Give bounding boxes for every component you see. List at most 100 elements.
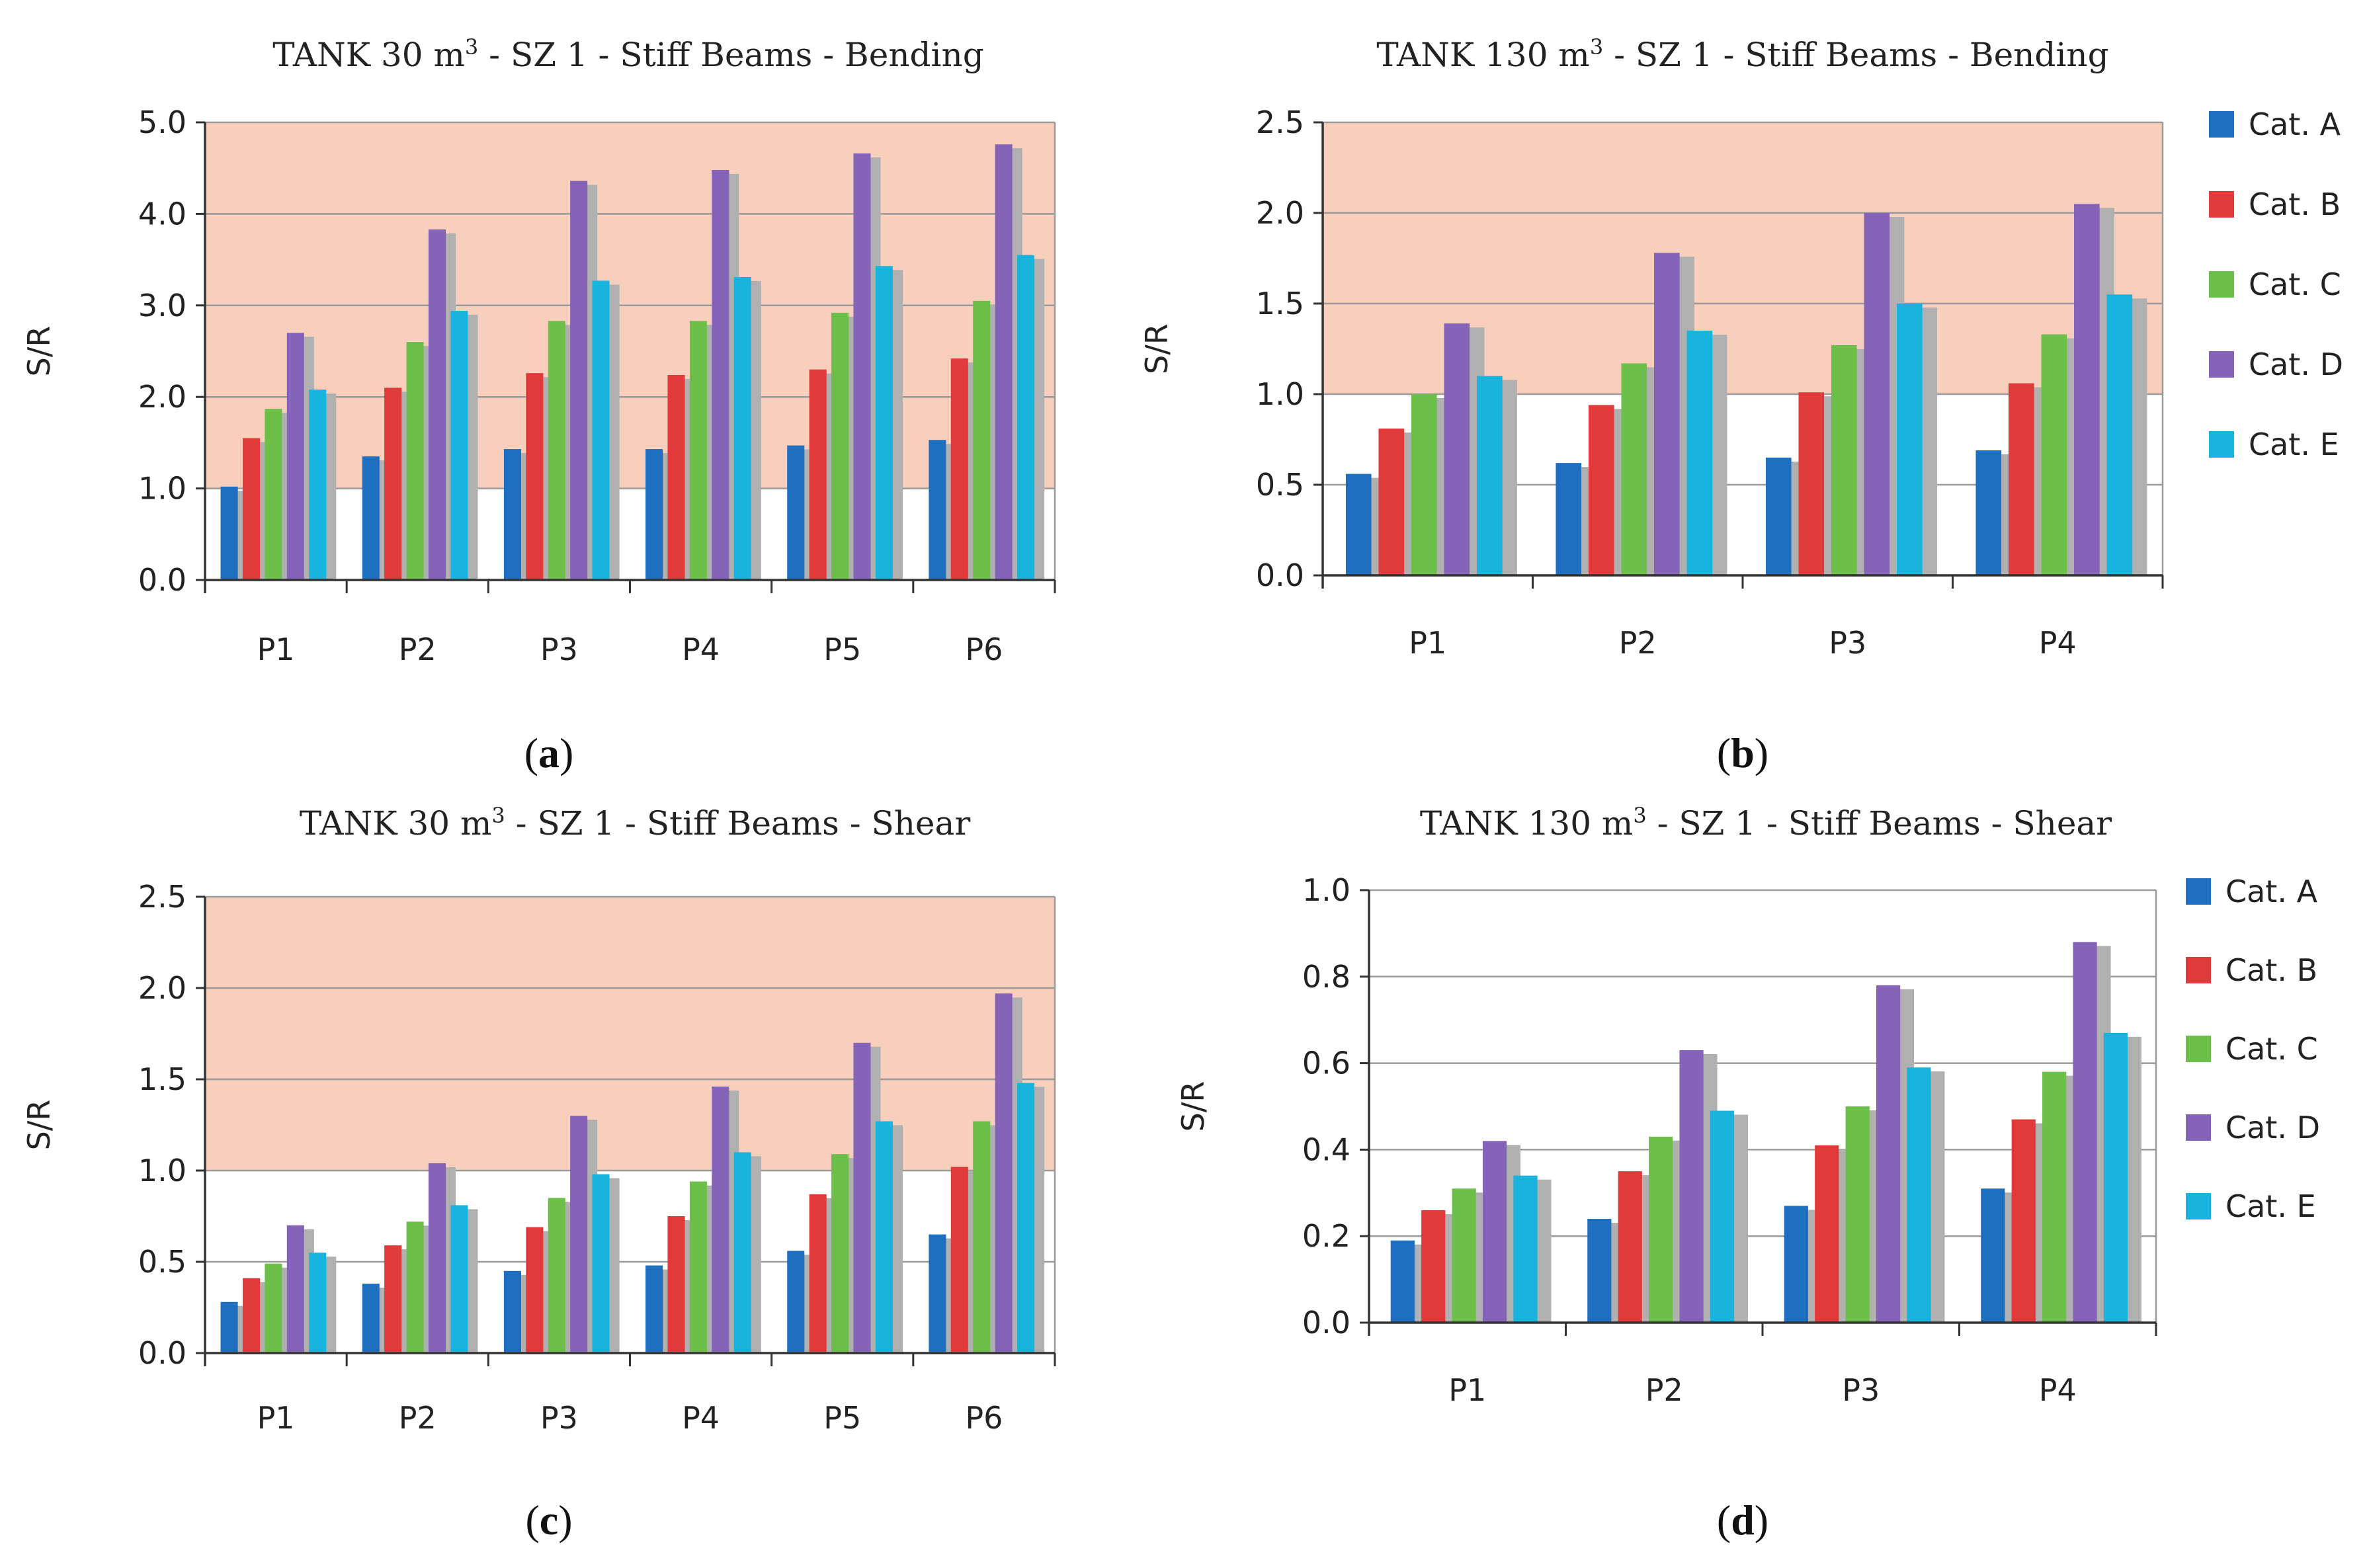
y-tick-label: 0.4 (1302, 1132, 1350, 1167)
bar-p1-cat-b (1378, 429, 1405, 575)
y-axis-label: S/R (1175, 1081, 1211, 1132)
bar-p2-cat-e (450, 1205, 468, 1353)
bar-p3-cat-a (1765, 457, 1792, 575)
x-tick-label: P3 (1842, 1372, 1880, 1408)
chart-panel-b: TANK 130 m3 - SZ 1 - Stiff Beams - Bendi… (1139, 34, 2343, 776)
bar-p6-cat-a (929, 1234, 946, 1353)
legend-swatch (2186, 878, 2211, 905)
x-tick-label: P5 (823, 1400, 861, 1436)
bar-p1-cat-a (220, 486, 238, 580)
legend-swatch (2186, 1114, 2211, 1141)
bar-p1-cat-c (265, 409, 282, 580)
x-tick-label: P1 (1409, 625, 1446, 661)
caption-open: ( (524, 729, 538, 776)
panel-caption: (d) (1717, 1497, 1768, 1544)
bar-p3-cat-e (592, 1174, 610, 1353)
bar-p1-cat-e (1513, 1175, 1538, 1323)
y-tick-label: 0.5 (1256, 467, 1304, 503)
bar-p3-cat-d (570, 1116, 588, 1353)
y-tick-label: 1.0 (1256, 376, 1304, 412)
bar-p4-cat-d (712, 169, 729, 580)
legend-label: Cat. D (2225, 1110, 2320, 1145)
chart-title-rest: - SZ 1 - Stiff Beams - Bending (1603, 36, 2108, 74)
bar-p3-cat-e (1907, 1067, 1931, 1323)
bar-p6-cat-d (995, 993, 1013, 1353)
x-tick-label: P1 (257, 632, 295, 667)
panel-caption: (b) (1717, 729, 1768, 776)
bar-p2-cat-c (406, 342, 424, 580)
bar-p5-cat-b (809, 369, 827, 580)
bar-p6-cat-a (929, 440, 946, 580)
bar-p4-cat-c (689, 1181, 707, 1353)
danger-zone (205, 897, 1055, 1171)
legend-swatch (2209, 271, 2234, 298)
bar-p2-cat-d (1679, 1050, 1704, 1323)
bar-p1-cat-e (309, 1253, 327, 1353)
bar-p2-cat-d (428, 229, 446, 581)
bar-p2-cat-d (1654, 253, 1680, 575)
bar-p1-cat-a (1345, 474, 1372, 575)
bar-p4-cat-b (667, 374, 685, 580)
y-tick-label: 0.8 (1302, 959, 1350, 995)
bar-p6-cat-e (1017, 1083, 1035, 1353)
legend-swatch (2209, 191, 2234, 218)
bar-p4-cat-e (733, 276, 751, 580)
x-tick-label: P2 (1645, 1372, 1683, 1408)
caption-letter: a (538, 729, 560, 776)
bar-p6-cat-b (950, 358, 968, 580)
bar-p3-cat-b (526, 373, 544, 580)
bar-p1-cat-d (286, 333, 304, 580)
y-tick-label: 0.5 (138, 1244, 187, 1280)
bar-p3-cat-c (548, 1198, 565, 1353)
y-tick-label: 0.2 (1302, 1218, 1350, 1254)
y-axis-label: S/R (21, 1100, 57, 1151)
bar-p1-cat-c (265, 1263, 282, 1353)
bar-p2-cat-a (1587, 1219, 1612, 1323)
bar-p4-cat-e (733, 1152, 751, 1353)
x-tick-label: P2 (399, 1400, 436, 1436)
chart-title: TANK 30 m3 - SZ 1 - Stiff Beams - Bendin… (272, 34, 983, 74)
bar-p1-cat-d (1482, 1141, 1507, 1323)
legend-label: Cat. D (2249, 347, 2343, 382)
x-tick-label: P4 (2039, 1372, 2077, 1408)
bar-p1-cat-e (309, 390, 327, 580)
x-tick-label: P3 (540, 632, 578, 667)
bar-p4-cat-a (1981, 1188, 2005, 1323)
x-tick-label: P4 (682, 1400, 720, 1436)
bar-p2-cat-c (406, 1221, 424, 1353)
chart-title-superscript: 3 (1633, 803, 1646, 828)
chart-title: TANK 30 m3 - SZ 1 - Stiff Beams - Shear (300, 803, 971, 843)
caption-letter: c (540, 1497, 558, 1544)
bar-p2-cat-b (1588, 405, 1614, 575)
y-tick-label: 2.5 (138, 879, 187, 915)
bar-p1-cat-c (1411, 394, 1437, 575)
legend-swatch (2209, 351, 2234, 378)
panel-caption: (a) (524, 729, 574, 776)
y-tick-label: 2.0 (1256, 195, 1304, 231)
bar-p1-cat-d (1444, 323, 1470, 575)
y-tick-label: 0.0 (1302, 1305, 1350, 1341)
bar-p3-cat-a (503, 1270, 521, 1353)
y-tick-label: 1.5 (138, 1061, 187, 1097)
bar-p4-cat-d (712, 1087, 729, 1353)
x-tick-label: P3 (1829, 625, 1866, 661)
bar-p4-cat-a (645, 449, 663, 580)
y-tick-label: 3.0 (138, 288, 187, 323)
x-tick-label: P1 (1448, 1372, 1486, 1408)
y-tick-label: 2.5 (1256, 104, 1304, 140)
bar-p4-cat-d (2074, 204, 2100, 575)
bar-p1-cat-b (242, 1278, 261, 1353)
bar-p4-cat-b (2011, 1119, 2036, 1323)
x-tick-label: P6 (965, 632, 1003, 667)
y-axis-label: S/R (1139, 323, 1175, 374)
chart-title-rest: - SZ 1 - Stiff Beams - Shear (505, 804, 971, 843)
chart-title-main: TANK 130 m (1420, 804, 1633, 843)
legend-swatch (2186, 1193, 2211, 1219)
chart-title-superscript: 3 (465, 34, 478, 60)
chart-title-main: TANK 30 m (300, 804, 492, 843)
bar-p3-cat-c (548, 321, 565, 580)
bar-p4-cat-c (689, 321, 707, 580)
bar-p3-cat-e (592, 280, 610, 580)
chart-title-rest: - SZ 1 - Stiff Beams - Shear (1647, 804, 2112, 843)
